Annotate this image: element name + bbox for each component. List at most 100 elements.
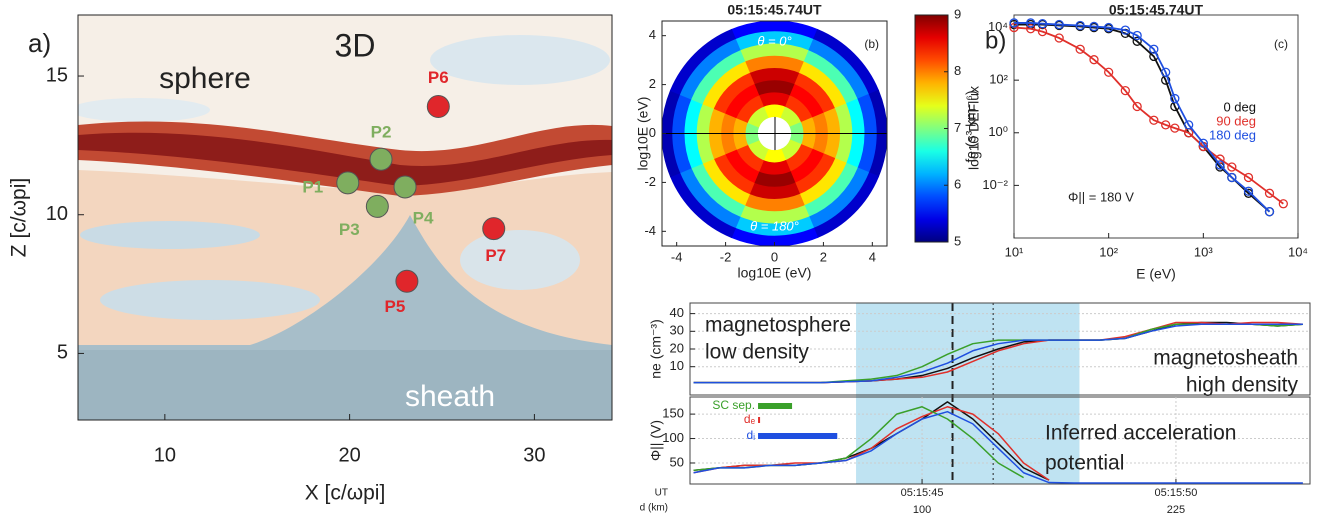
point [369, 147, 393, 171]
colorbar [914, 14, 949, 243]
data-point [1054, 19, 1064, 30]
annotation: magnetosphere [705, 314, 851, 337]
annotation: high density [1186, 374, 1299, 397]
data-point [1054, 33, 1064, 43]
annotation: θ = 180° [750, 218, 799, 233]
colorbar-label: log10 DEFlux [966, 86, 982, 170]
annotation: sheath [405, 380, 495, 413]
colorbar-tick-label: 7 [954, 120, 961, 135]
data-point [1161, 120, 1171, 130]
x-tick-label: 2 [820, 249, 827, 264]
x-tick-label: 10¹ [1005, 244, 1024, 259]
x-tick-title: UT [655, 488, 668, 499]
scale-bar [758, 417, 761, 423]
scale-bar-label: dₑ [744, 412, 756, 426]
panel-tag: (c) [1274, 37, 1288, 51]
point [395, 269, 419, 293]
series-line [1013, 26, 1284, 205]
legend-entry: 90 deg [1216, 113, 1256, 128]
scale-bar [758, 433, 838, 439]
data-point [1120, 25, 1130, 35]
series-line [693, 323, 1303, 384]
point [393, 175, 417, 199]
y-tick-label: 150 [662, 406, 684, 421]
data-point [1227, 162, 1237, 172]
x-axis-label: E (eV) [1136, 266, 1176, 282]
colorbar-tick-label: 9 [954, 6, 961, 21]
y-axis-label: Φ|| (V) [648, 420, 664, 461]
point-label: P1 [302, 177, 323, 196]
series-line [693, 406, 1050, 481]
point [482, 217, 506, 241]
distance-tick-label: 225 [1167, 504, 1185, 516]
polar-cell [669, 28, 736, 95]
y-tick-label: -4 [644, 223, 656, 238]
y-tick-label: 5 [57, 342, 68, 364]
data-point [1170, 93, 1180, 104]
data-point [1026, 18, 1036, 28]
y-tick-label: 40 [670, 305, 684, 320]
point-label: P2 [371, 123, 392, 142]
data-point [1104, 67, 1114, 77]
data-point [1132, 101, 1142, 112]
y-axis-label: log10E (eV) [635, 97, 651, 171]
data-point [1264, 207, 1275, 217]
y-tick-label: 10⁰ [988, 124, 1008, 139]
polar-map [661, 20, 888, 247]
series-line [693, 410, 1303, 484]
annotation: θ = 0° [757, 33, 791, 48]
point [426, 95, 450, 119]
shaded-interval [856, 303, 1080, 484]
data-point [1089, 55, 1099, 65]
data-point [1278, 199, 1288, 209]
polar-cell [757, 159, 792, 176]
x-tick-label: 05:15:50 [1155, 487, 1198, 499]
chart-title: 05:15:45.74UT [1109, 2, 1204, 18]
colorbar-tick-label: 6 [954, 177, 961, 192]
x-tick-label: -2 [720, 249, 732, 264]
polar-cell [757, 91, 792, 108]
distance-tick-title: d (km) [640, 503, 668, 514]
point [365, 194, 389, 218]
y-tick-label: -2 [644, 174, 656, 189]
data-point [1227, 172, 1237, 183]
point-label: P6 [428, 68, 449, 87]
x-axis-label: log10E (eV) [738, 265, 812, 281]
data-point [1170, 123, 1180, 133]
x-tick-label: -4 [671, 249, 683, 264]
data-point [1243, 186, 1254, 196]
x-tick-label: 10 [154, 444, 176, 466]
legend-entry: 0 deg [1223, 99, 1256, 114]
y-tick-label: 100 [662, 430, 684, 445]
annotation: Inferred acceleration [1045, 422, 1236, 445]
data-point [1132, 36, 1142, 46]
x-tick-label: 10³ [1194, 244, 1213, 259]
colorbar-tick-label: 5 [954, 233, 961, 248]
point-label: P5 [385, 297, 406, 316]
data-point [1132, 30, 1142, 41]
x-tick-label: 4 [869, 249, 876, 264]
y-tick-label: 30 [670, 323, 684, 338]
panel-tag: (b) [864, 37, 879, 51]
data-point [1149, 44, 1159, 54]
colorbar-tick-label: 8 [954, 63, 961, 78]
chart-title: 05:15:45.74UT [727, 2, 822, 18]
axes-frame [1013, 14, 1299, 239]
x-tick-label: 0 [771, 249, 778, 264]
x-tick-label: 10² [1099, 244, 1118, 259]
y-axis-label: Z [c/ωpi] [8, 178, 31, 257]
x-tick-label: 20 [338, 444, 360, 466]
y-tick-label: 50 [670, 454, 684, 469]
y-tick-label: 10 [46, 203, 68, 225]
data-point [1075, 20, 1085, 31]
data-point [1264, 188, 1275, 198]
data-point [1215, 160, 1225, 170]
y-tick-label: 20 [670, 340, 684, 355]
data-point [1026, 24, 1036, 34]
x-tick-label: 30 [523, 444, 545, 466]
y-tick-label: 10⁻² [982, 177, 1008, 192]
data-point [1243, 172, 1254, 183]
y-tick-label: 10² [989, 72, 1008, 87]
